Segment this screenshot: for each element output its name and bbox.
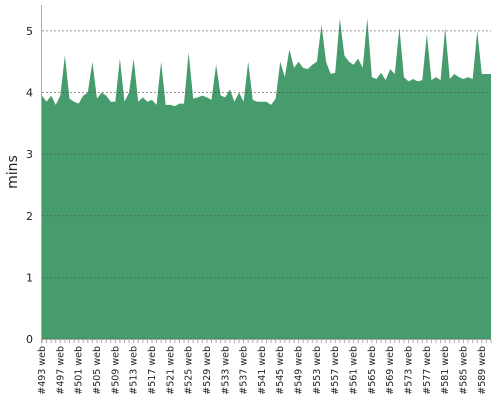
x-tick-label: #545 web [275,346,286,395]
x-tick-label: #533 web [220,346,231,395]
x-tick-label: #581 web [440,346,451,395]
x-tick-label: #553 web [312,346,323,395]
x-tick-label: #493 web [37,346,48,395]
x-tick-label: #557 web [330,346,341,395]
y-tick-label: 5 [26,25,33,38]
area [42,18,491,340]
x-tick-label: #501 web [74,346,85,395]
x-tick-label: #585 web [459,346,470,395]
x-tick-label: #565 web [367,346,378,395]
x-tick-label: #525 web [184,346,195,395]
x-tick-label: #549 web [294,346,305,395]
x-tick-label: #529 web [202,346,213,395]
x-tick-label: #521 web [165,346,176,395]
x-tick-label: #537 web [239,346,250,395]
x-tick-label: #517 web [147,346,158,395]
x-tick-label: #577 web [422,346,433,395]
y-tick-label: 4 [26,87,33,100]
x-tick-label: #589 web [477,346,488,395]
y-tick-label: 2 [26,210,33,223]
y-axis-label: mins [5,155,21,189]
x-tick-label: #541 web [257,346,268,395]
x-tick-label: #561 web [349,346,360,395]
y-tick-label: 3 [26,148,33,161]
x-tick-label: #497 web [55,346,66,395]
y-tick-label: 0 [26,333,33,346]
x-tick-label: #505 web [92,346,103,395]
x-tick-label: #573 web [404,346,415,395]
x-tick-label: #513 web [129,346,140,395]
x-tick-label: #509 web [110,346,121,395]
x-tick-label: #569 web [385,346,396,395]
y-tick-label: 1 [26,271,33,284]
